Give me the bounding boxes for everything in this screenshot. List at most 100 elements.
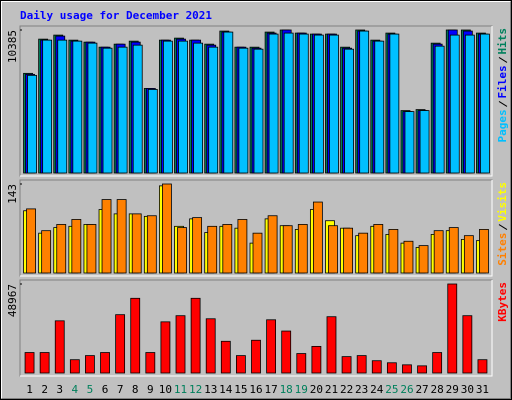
bar	[326, 316, 337, 374]
bar	[404, 111, 415, 174]
panel-bevel	[20, 180, 493, 277]
bar	[388, 229, 399, 274]
x-tick-label: 23	[355, 383, 368, 396]
bar	[131, 213, 142, 274]
bar	[448, 227, 459, 274]
legend-separator	[498, 224, 508, 231]
bar	[343, 227, 353, 274]
bar	[283, 32, 294, 174]
bar	[193, 42, 204, 174]
bar	[178, 40, 188, 174]
bar	[163, 40, 173, 174]
x-tick-label: 28	[431, 383, 444, 396]
bar	[41, 230, 52, 274]
bar	[434, 45, 445, 174]
bar	[419, 110, 430, 174]
bar	[402, 364, 412, 374]
legend-entry: Pages	[496, 109, 509, 142]
legend-entry: Hits	[496, 28, 509, 55]
bar	[42, 39, 53, 174]
y-tick-label: 48967	[6, 284, 19, 317]
x-tick-label: 14	[219, 383, 233, 396]
bar	[358, 232, 369, 274]
legend-entry: Files	[496, 65, 509, 98]
legend-separator	[498, 56, 508, 63]
bar	[418, 245, 429, 274]
bar	[251, 339, 261, 374]
x-tick-label: 16	[249, 383, 262, 396]
x-tick-label: 10	[159, 383, 172, 396]
bar	[479, 229, 489, 274]
x-tick-label: 6	[102, 383, 109, 396]
bar	[296, 353, 307, 374]
bar	[54, 320, 65, 374]
bar	[462, 315, 473, 374]
bar	[220, 340, 231, 374]
bar	[116, 199, 127, 274]
legend-entry: KBytes	[496, 282, 509, 322]
bar	[359, 30, 370, 174]
bar	[313, 34, 324, 174]
x-tick-label: 19	[295, 383, 308, 396]
x-tick-label: 5	[87, 383, 94, 396]
x-tick-label: 31	[476, 383, 489, 396]
legend-entry: Visits	[496, 182, 509, 222]
bar	[252, 232, 263, 274]
bar	[39, 352, 50, 374]
bar	[432, 352, 443, 374]
bar	[341, 356, 352, 374]
bar	[344, 48, 354, 174]
bar	[373, 224, 384, 274]
bar	[208, 46, 219, 174]
bar	[267, 215, 278, 274]
bar	[175, 315, 186, 374]
bar	[266, 319, 276, 374]
x-tick-label: 29	[446, 383, 459, 396]
x-tick-label: 4	[72, 383, 79, 396]
panel-bevel	[20, 280, 493, 377]
bar	[282, 225, 293, 274]
bar	[57, 39, 68, 174]
x-tick-label: 22	[340, 383, 353, 396]
bar	[85, 355, 95, 374]
bar	[356, 355, 367, 374]
bar	[117, 46, 128, 174]
bar	[130, 297, 141, 374]
bar	[447, 283, 458, 374]
x-tick-label: 11	[174, 383, 187, 396]
bar	[177, 227, 187, 274]
x-tick-label: 9	[147, 383, 154, 396]
x-tick-label: 24	[370, 383, 384, 396]
bar	[146, 215, 157, 274]
bar	[238, 47, 249, 174]
legend-entry: Sites	[496, 233, 509, 266]
bar	[253, 48, 264, 174]
bar	[480, 33, 490, 174]
bar	[71, 219, 82, 274]
bar	[268, 33, 279, 174]
x-tick-label: 13	[204, 383, 217, 396]
bar	[27, 74, 37, 174]
bar	[101, 199, 112, 274]
bar	[56, 224, 67, 274]
bar	[464, 34, 475, 174]
bar	[192, 217, 203, 274]
bar	[298, 33, 309, 174]
bar	[386, 362, 397, 374]
bar	[207, 225, 218, 274]
bar	[236, 355, 246, 374]
x-tick-label: 1	[26, 383, 33, 396]
x-tick-label: 17	[264, 383, 277, 396]
bar	[371, 360, 382, 374]
bar	[433, 230, 444, 274]
x-tick-label: 7	[117, 383, 124, 396]
legend-separator	[498, 100, 508, 107]
x-tick-label: 25	[385, 383, 398, 396]
bar	[132, 44, 143, 174]
x-tick-label: 20	[310, 383, 323, 396]
bar	[311, 345, 322, 374]
bar	[223, 31, 234, 174]
x-tick-label: 8	[132, 383, 139, 396]
bar	[463, 235, 474, 274]
